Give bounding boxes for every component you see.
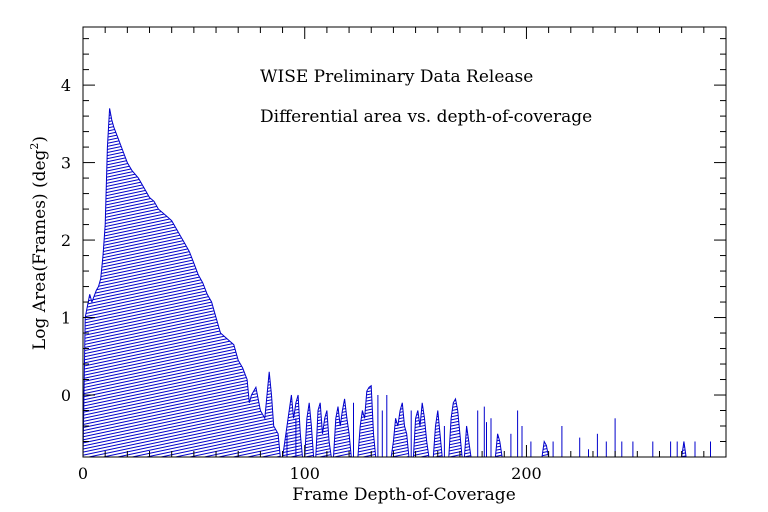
annotation-title: WISE Preliminary Data Release (260, 67, 533, 87)
y-axis-label-tail: ) (30, 136, 50, 143)
x-axis-label: Frame Depth-of-Coverage (292, 485, 516, 505)
y-axis-label: Log Area(Frames) (deg2) (28, 136, 50, 350)
plot-area (83, 108, 711, 457)
y-axis-label-main: Log Area(Frames) (deg (30, 149, 50, 350)
annotation-subtitle: Differential area vs. depth-of-coverage (260, 107, 592, 127)
x-tick-label: 0 (78, 464, 88, 483)
y-tick-label: 0 (61, 386, 71, 405)
y-tick-label: 2 (61, 231, 71, 250)
axis-ticks (82, 27, 727, 458)
y-tick-label: 4 (61, 76, 71, 95)
tick-labels: 0 100 200 0 1 2 3 4 (61, 76, 542, 483)
area-outline-0 (83, 108, 687, 457)
area-fill-0 (83, 108, 687, 457)
y-tick-label: 3 (61, 154, 71, 173)
x-tick-label: 100 (289, 464, 320, 483)
y-axis-label-sup: 2 (28, 143, 41, 150)
plot-frame (82, 26, 727, 458)
x-tick-label: 200 (511, 464, 542, 483)
y-tick-label: 1 (61, 309, 71, 328)
